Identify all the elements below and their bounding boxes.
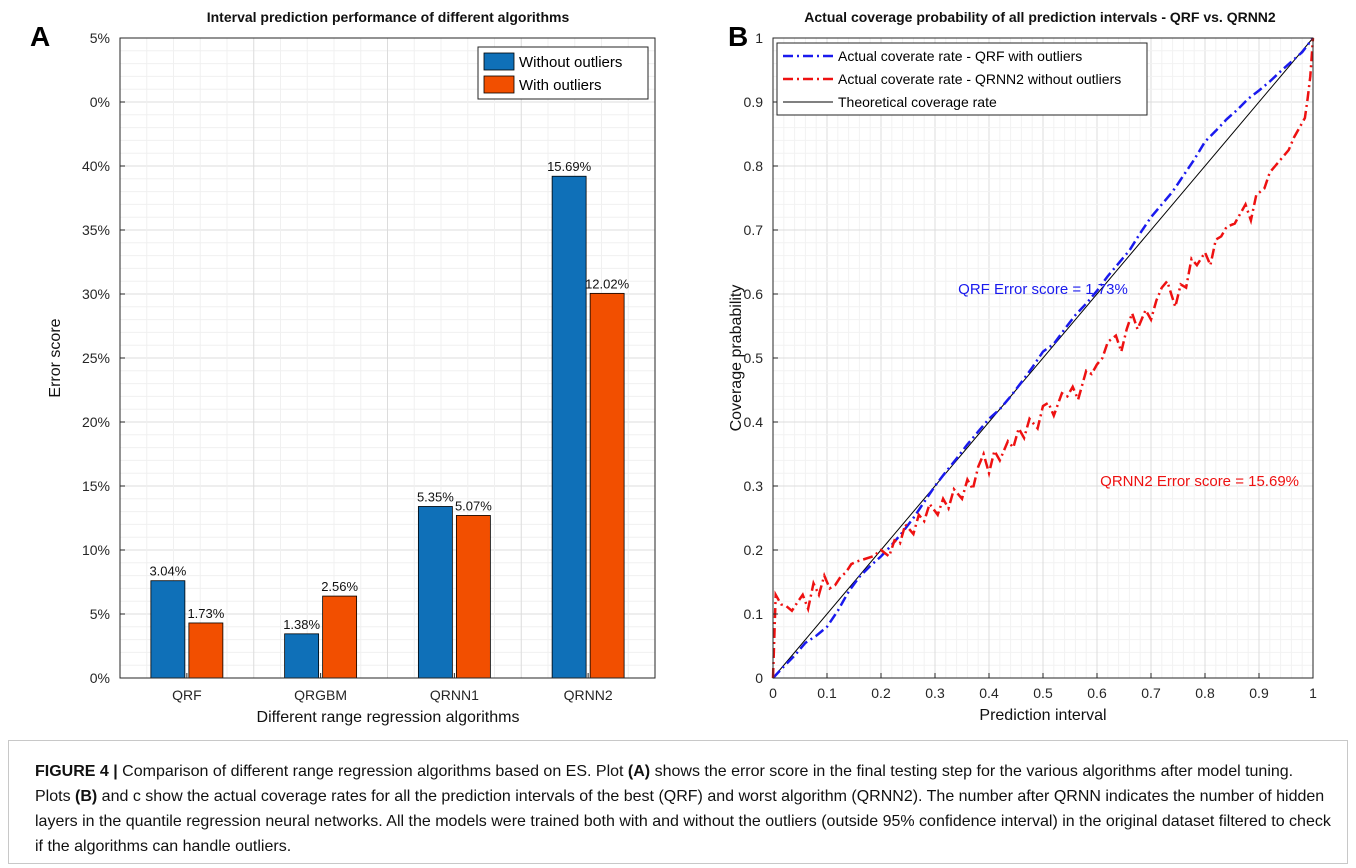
panel-b-xlabel: Prediction interval (979, 707, 1106, 724)
caption-box: FIGURE 4 | Comparison of different range… (8, 740, 1348, 864)
panel-b-legend-box (776, 42, 1148, 116)
y-tick-label: 10% (82, 542, 110, 558)
x-tick-label: 0.6 (1087, 685, 1107, 701)
panel-b-grid (772, 37, 1314, 679)
bar-qrnn2-without-outliers (551, 175, 587, 679)
y-tick-label: 0.9 (744, 94, 764, 110)
x-tick-label: QRNN2 (564, 687, 613, 703)
x-tick-label: 0 (769, 685, 777, 701)
y-tick-label: 0 (755, 670, 763, 686)
caption-ref-a: (A) (627, 763, 651, 780)
y-tick-label: 1 (755, 30, 763, 46)
caption-label: FIGURE 4 | (35, 763, 118, 780)
x-tick-label: QRF (172, 687, 202, 703)
bar-data-label: 5.07% (455, 498, 492, 513)
panel-a-y-ticks: 0% 5% 10% 15% 20% 25% 30% 35% 40% 0% 5% (82, 30, 125, 686)
legend-label-with-outliers: With outliers (519, 77, 602, 94)
y-tick-label: 30% (82, 286, 110, 302)
x-tick-label: 0.3 (925, 685, 945, 701)
legend-label-without-outliers: Without outliers (519, 54, 622, 71)
bar-qrnn1-with-outliers (455, 515, 491, 679)
annotation-qrnn2-error-score: QRNN2 Error score = 15.69% (1100, 473, 1299, 490)
annotation-qrf-error-score: QRF Error score = 1.73% (958, 281, 1128, 298)
panel-a-ylabel: Error score (47, 318, 64, 397)
y-tick-label: 15% (82, 478, 110, 494)
bar-data-label: 3.04% (149, 564, 186, 579)
bar-qrgbm-without-outliers (284, 633, 320, 679)
series-theoretical-line (772, 37, 1314, 679)
legend-label-theoretical: Theoretical coverage rate (838, 94, 997, 110)
panel-a-title: Interval prediction performance of diffe… (207, 9, 570, 25)
panel-a-bar-chart: A Interval prediction performance of dif… (30, 9, 656, 726)
y-tick-label: 0.3 (744, 478, 764, 494)
y-tick-label: 0.2 (744, 542, 764, 558)
bar-qrf-with-outliers (188, 622, 224, 679)
legend-label-qrnn2: Actual coverate rate - QRNN2 without out… (838, 71, 1121, 87)
figure-caption: FIGURE 4 | Comparison of different range… (35, 759, 1331, 859)
panel-a-data-labels: 3.04% 1.73% 1.38% 2.56% 5.35%5.07% 15.69% 12.0… (149, 159, 629, 632)
x-tick-label: 0.1 (817, 685, 837, 701)
bar-data-label: 2.56% (321, 579, 358, 594)
y-tick-label: 25% (82, 350, 110, 366)
x-tick-label: 0.2 (871, 685, 891, 701)
x-tick-label: 0.4 (979, 685, 999, 701)
panel-b-line-chart: B Actual coverage probability of all pre… (728, 9, 1317, 724)
y-tick-label: 0% (90, 94, 110, 110)
bar-qrf-without-outliers (150, 580, 186, 679)
panel-b-letter: B (728, 21, 748, 52)
y-tick-label: 0% (90, 670, 110, 686)
x-tick-label: 0.5 (1033, 685, 1053, 701)
bar-qrnn1-without-outliers (417, 506, 453, 679)
x-tick-label: QRNN1 (430, 687, 479, 703)
caption-text-3: and c show the actual coverage rates for… (35, 788, 1331, 855)
y-tick-label: 40% (82, 158, 110, 174)
panel-b-legend: Actual coverate rate - QRF with outliers… (776, 42, 1148, 116)
panel-a-x-ticks: QRF QRGBM QRNN1 QRNN2 (172, 673, 613, 703)
x-tick-label: 1 (1309, 685, 1317, 701)
panel-a-legend: Without outliers With outliers (477, 46, 649, 100)
y-tick-label: 0.4 (744, 414, 764, 430)
panel-b-y-ticks: 0 0.1 0.2 0.3 0.4 0.5 0.6 0.7 0.8 0.9 1 (744, 30, 778, 686)
panel-a-letter: A (30, 21, 50, 52)
panel-b-x-ticks: 0 0.1 0.2 0.3 0.4 0.5 0.6 0.7 0.8 0.9 1 (769, 673, 1317, 701)
bar-data-label: 15.69% (547, 159, 592, 174)
y-tick-label: 35% (82, 222, 110, 238)
legend-label-qrf: Actual coverate rate - QRF with outliers (838, 48, 1082, 64)
panel-a-bars (150, 175, 625, 679)
y-tick-label: 0.7 (744, 222, 764, 238)
x-tick-label: 0.7 (1141, 685, 1161, 701)
y-tick-label: 5% (90, 606, 110, 622)
y-tick-label: 5% (90, 30, 110, 46)
y-tick-label: 20% (82, 414, 110, 430)
y-tick-label: 0.6 (744, 286, 764, 302)
caption-text-1: Comparison of different range regression… (117, 763, 628, 780)
legend-swatch-with-outliers (483, 75, 515, 94)
y-tick-label: 0.5 (744, 350, 764, 366)
series-qrf-line (772, 37, 1314, 679)
y-tick-label: 0.1 (744, 606, 764, 622)
bar-data-label: 1.73% (187, 606, 224, 621)
x-tick-label: QRGBM (294, 687, 347, 703)
legend-swatch-without-outliers (483, 52, 515, 71)
caption-text-2: shows the error score in the final testi… (35, 763, 1294, 805)
bar-data-label: 5.35% (417, 489, 454, 504)
y-tick-label: 0.8 (744, 158, 764, 174)
x-tick-label: 0.8 (1195, 685, 1215, 701)
panel-a-xlabel: Different range regression algorithms (257, 709, 520, 726)
panel-b-ylabel: Coverage prabability (728, 285, 745, 432)
bar-data-label: 1.38% (283, 617, 320, 632)
panel-b-title: Actual coverage probability of all predi… (804, 9, 1276, 25)
bar-qrgbm-with-outliers (322, 595, 358, 679)
bar-qrnn2-with-outliers (589, 292, 625, 679)
x-tick-label: 0.9 (1249, 685, 1269, 701)
series-qrnn2-line (771, 37, 1315, 679)
bar-data-label: 12.02% (585, 276, 630, 291)
caption-ref-b: (B) (75, 788, 98, 805)
